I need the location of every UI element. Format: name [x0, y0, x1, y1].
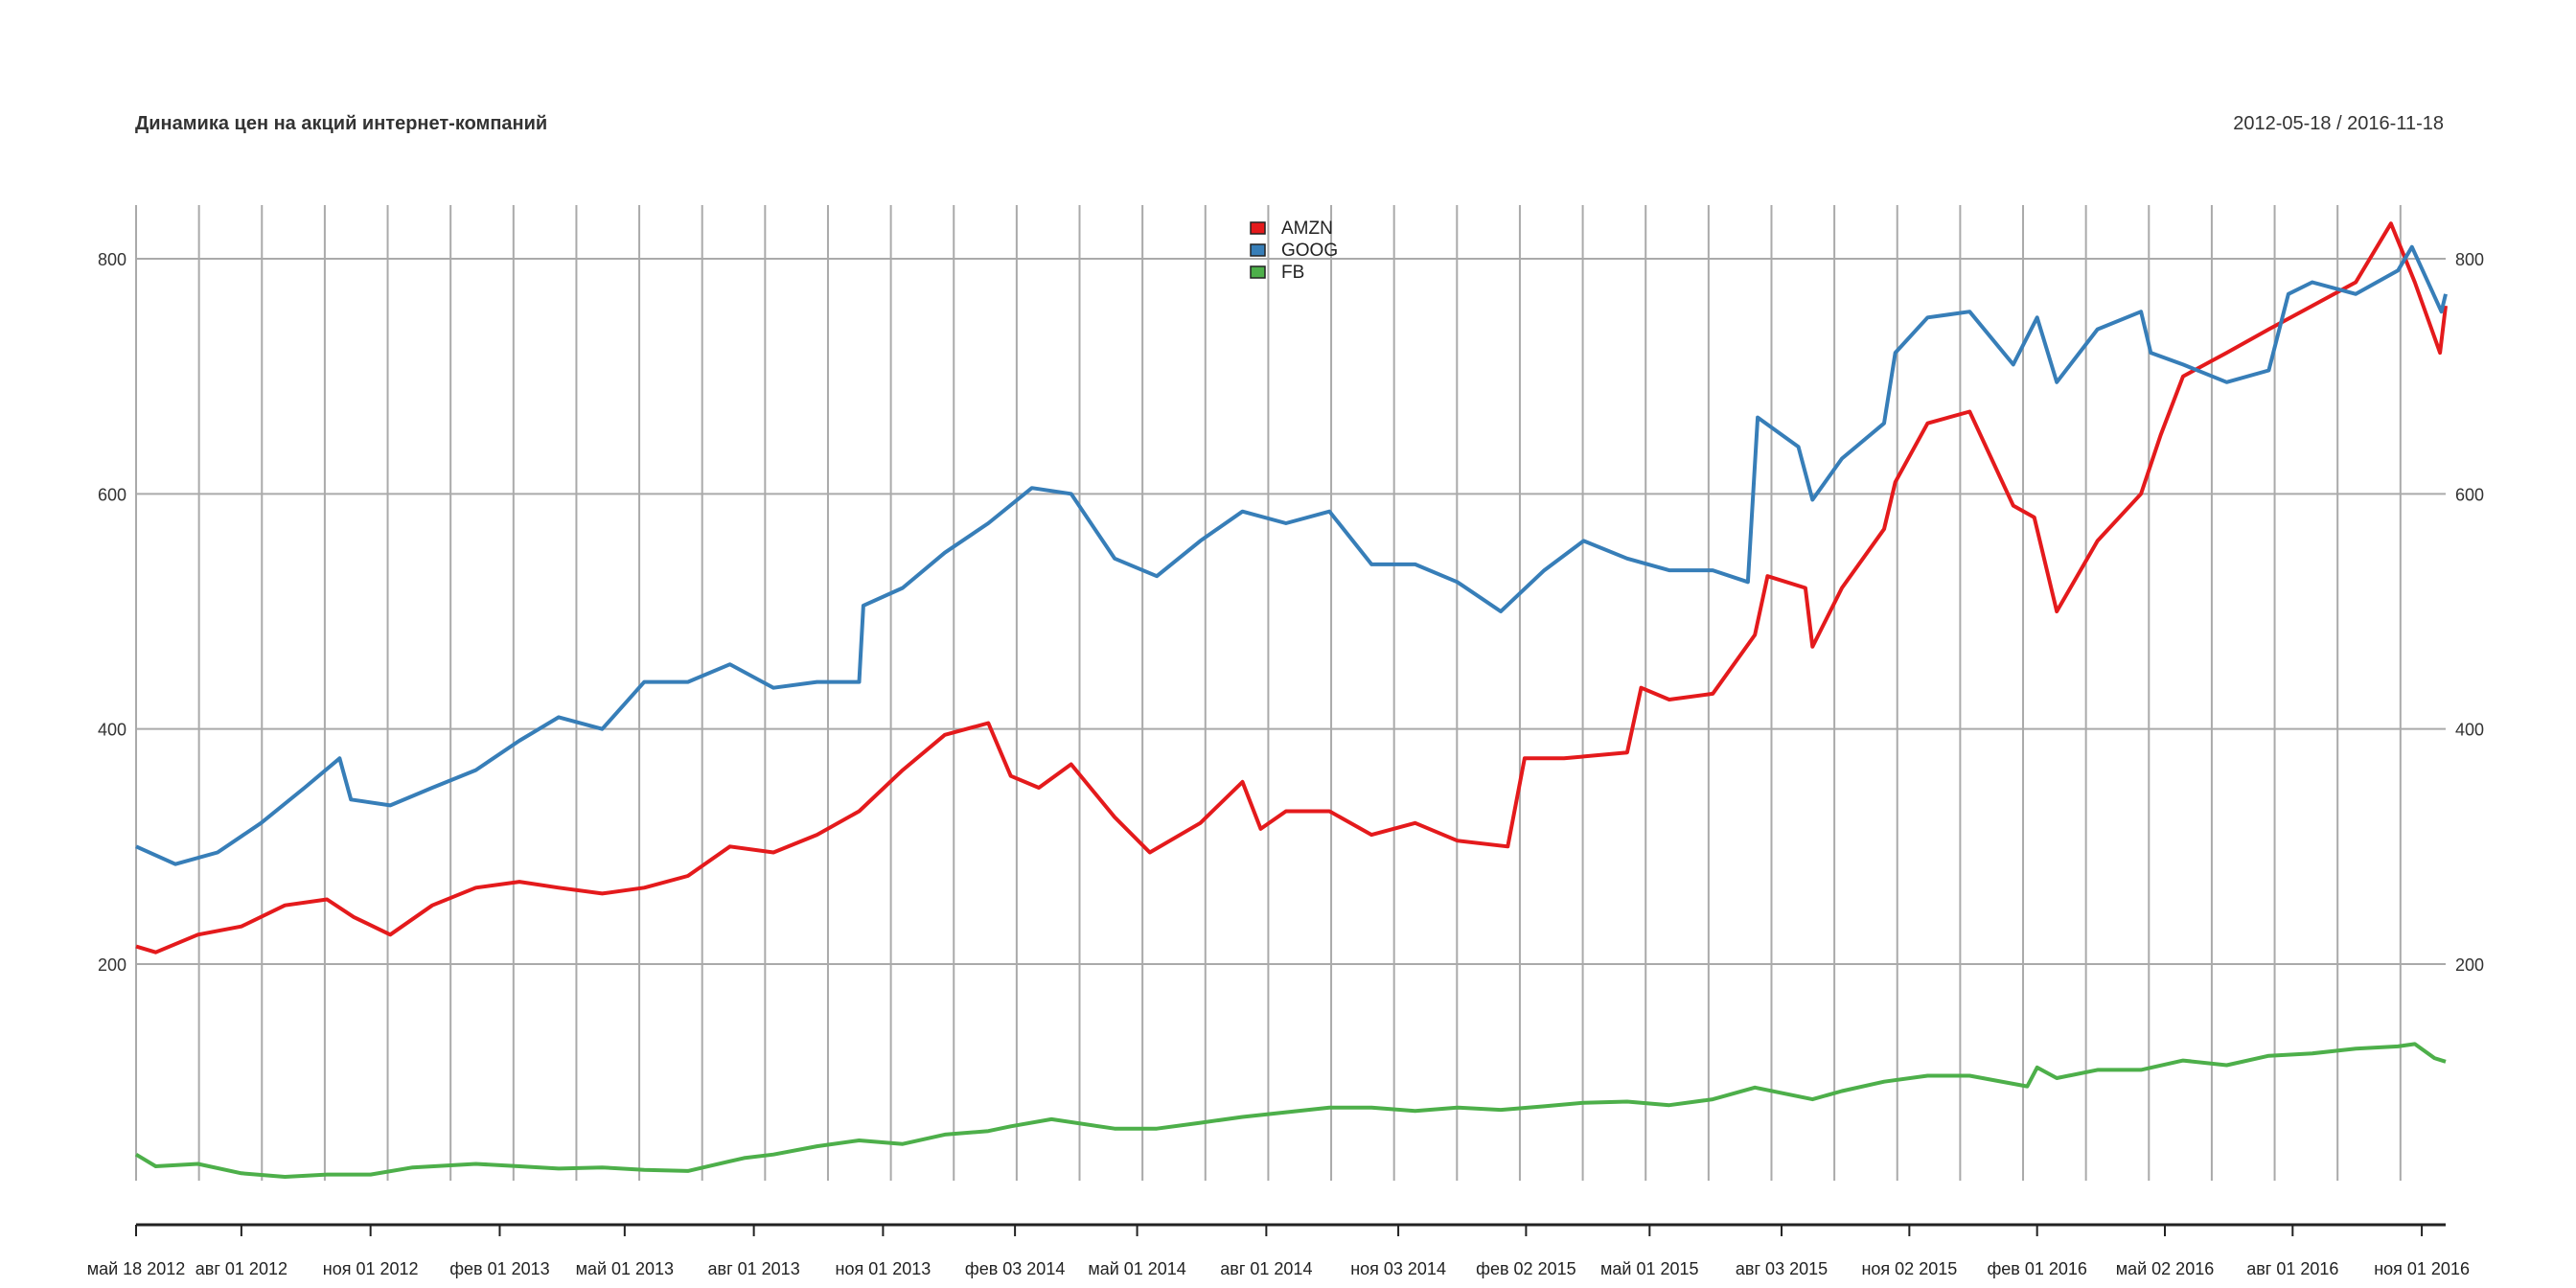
- vertical-gridlines: [135, 205, 2402, 1181]
- y-tick-label-right: 200: [2455, 955, 2484, 975]
- x-tick-label: ноя 01 2012: [323, 1259, 419, 1278]
- y-tick-label-left: 200: [98, 955, 126, 975]
- legend-label-fb: FB: [1281, 263, 1304, 283]
- y-tick-label-left: 600: [98, 485, 126, 504]
- y-tick-label-right: 600: [2455, 485, 2484, 504]
- x-tick-label: ноя 03 2014: [1350, 1259, 1446, 1278]
- series-line-fb: [134, 1042, 2447, 1179]
- legend-swatch-goog: [1250, 243, 1266, 257]
- x-tick-label: фев 01 2016: [1987, 1259, 2086, 1278]
- y-tick-label-right: 400: [2455, 721, 2484, 740]
- x-tick-label: авг 01 2014: [1220, 1259, 1312, 1278]
- chart-title: Динамика цен на акций интернет-компаний: [135, 113, 548, 134]
- legend-label-amzn: AMZN: [1281, 218, 1333, 239]
- x-tick-label: авг 03 2015: [1736, 1259, 1828, 1278]
- x-tick-label: ноя 02 2015: [1861, 1259, 1957, 1278]
- legend-swatch-fb: [1250, 265, 1266, 279]
- y-tick-label-left: 400: [98, 721, 126, 740]
- x-tick-label: май 01 2014: [1088, 1259, 1186, 1278]
- x-tick-label: май 01 2013: [576, 1259, 675, 1278]
- series-line-amzn: [135, 221, 2448, 954]
- y-tick-label-right: 800: [2455, 250, 2484, 269]
- legend-swatch-amzn: [1250, 221, 1266, 235]
- x-tick-label: ноя 01 2016: [2374, 1259, 2470, 1278]
- series-line-goog: [135, 244, 2448, 866]
- x-tick-label: фев 01 2013: [449, 1259, 549, 1278]
- x-tick-label: май 02 2016: [2116, 1259, 2215, 1278]
- x-tick-label: май 18 2012: [87, 1259, 186, 1278]
- date-range: 2012-05-18 / 2016-11-18: [2233, 113, 2444, 134]
- x-tick-label: ноя 01 2013: [836, 1259, 932, 1278]
- y-tick-label-left: 800: [98, 250, 126, 269]
- x-tick-label: авг 01 2012: [196, 1259, 288, 1278]
- legend-label-goog: GOOG: [1281, 241, 1338, 261]
- x-tick-label: фев 03 2014: [965, 1259, 1065, 1278]
- x-tick-label: май 01 2015: [1600, 1259, 1699, 1278]
- x-tick-label: авг 01 2016: [2246, 1259, 2338, 1278]
- x-tick-label: авг 01 2013: [708, 1259, 800, 1278]
- x-tick-label: фев 02 2015: [1476, 1259, 1576, 1278]
